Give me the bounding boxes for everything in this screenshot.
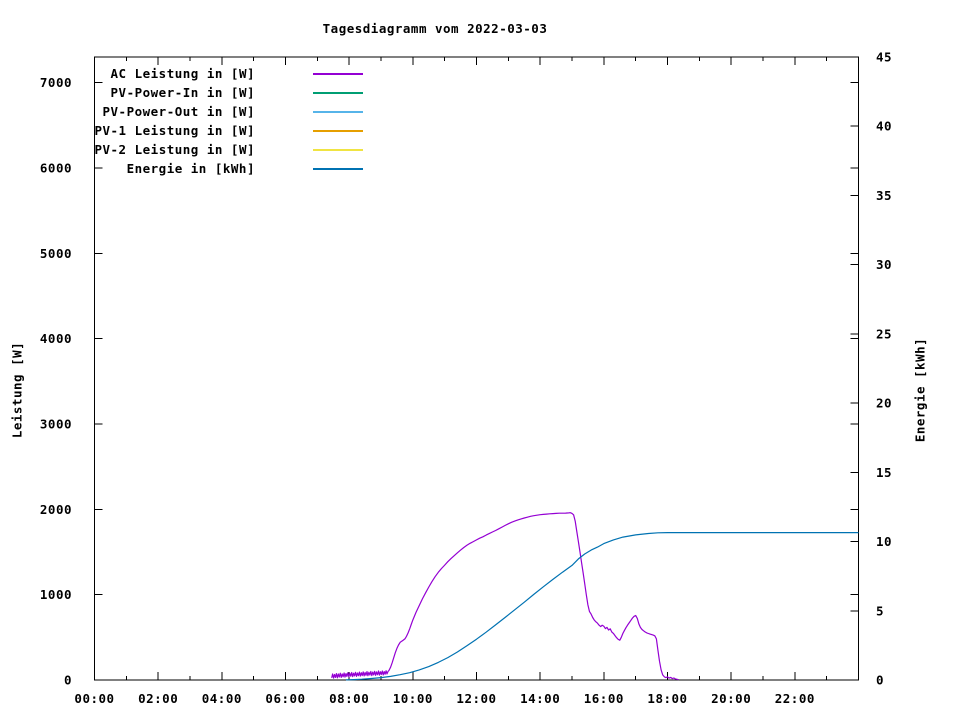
legend-label-ac_power: AC Leistung in [W] [110,66,255,81]
y1-tick-label: 0 [64,673,72,688]
y2-tick-label: 35 [876,188,892,203]
legend-row-pv_power_out: PV-Power-Out in [W] [83,102,363,121]
x-tick-label: 22:00 [775,691,815,706]
y2-tick-label: 15 [876,465,892,480]
x-tick-label: 02:00 [138,691,178,706]
legend-row-pv1_power: PV-1 Leistung in [W] [83,121,363,140]
x-tick-label: 18:00 [647,691,687,706]
legend-row-energy: Energie in [kWh] [83,159,363,178]
y2-tick-label: 0 [876,673,884,688]
legend-line-sample-pv_power_in [313,91,363,94]
legend-label-pv_power_out: PV-Power-Out in [W] [102,104,255,119]
legend: AC Leistung in [W] PV-Power-In in [W] PV-P… [83,64,363,178]
legend-label-pv1_power: PV-1 Leistung in [W] [94,123,255,138]
x-tick-label: 04:00 [202,691,242,706]
y2-tick-label: 45 [876,50,892,65]
y1-tick-label: 4000 [40,331,72,346]
y2-tick-label: 20 [876,396,892,411]
y1-tick-label: 6000 [40,160,72,175]
legend-row-ac_power: AC Leistung in [W] [83,64,363,83]
legend-line-sample-pv_power_out [313,110,363,113]
y2-tick-label: 10 [876,534,892,549]
legend-label-pv2_power: PV-2 Leistung in [W] [94,142,255,157]
legend-line-sample-ac_power [313,72,363,75]
y2-tick-label: 25 [876,326,892,341]
x-tick-label: 14:00 [520,691,560,706]
y1-tick-label: 3000 [40,416,72,431]
x-tick-label: 10:00 [393,691,433,706]
legend-line-sample-pv1_power [313,129,363,132]
y2-tick-label: 40 [876,119,892,134]
x-tick-label: 16:00 [584,691,624,706]
series-ac_power-line [331,512,679,681]
x-tick-label: 12:00 [456,691,496,706]
legend-row-pv2_power: PV-2 Leistung in [W] [83,140,363,159]
legend-row-pv_power_in: PV-Power-In in [W] [83,83,363,102]
y1-tick-label: 2000 [40,502,72,517]
x-tick-label: 00:00 [74,691,114,706]
legend-label-pv_power_in: PV-Power-In in [W] [110,85,255,100]
y2-tick-label: 30 [876,257,892,272]
y1-tick-label: 1000 [40,587,72,602]
y2-tick-label: 5 [876,603,884,618]
legend-line-sample-energy [313,167,363,170]
series-energy-line [345,532,859,681]
x-tick-label: 08:00 [329,691,369,706]
y1-tick-label: 5000 [40,246,72,261]
x-tick-label: 20:00 [711,691,751,706]
legend-line-sample-pv2_power [313,148,363,151]
legend-label-energy: Energie in [kWh] [126,161,255,176]
y1-tick-label: 7000 [40,75,72,90]
x-tick-label: 06:00 [265,691,305,706]
chart-title: Tagesdiagramm vom 2022-03-03 [322,21,548,36]
